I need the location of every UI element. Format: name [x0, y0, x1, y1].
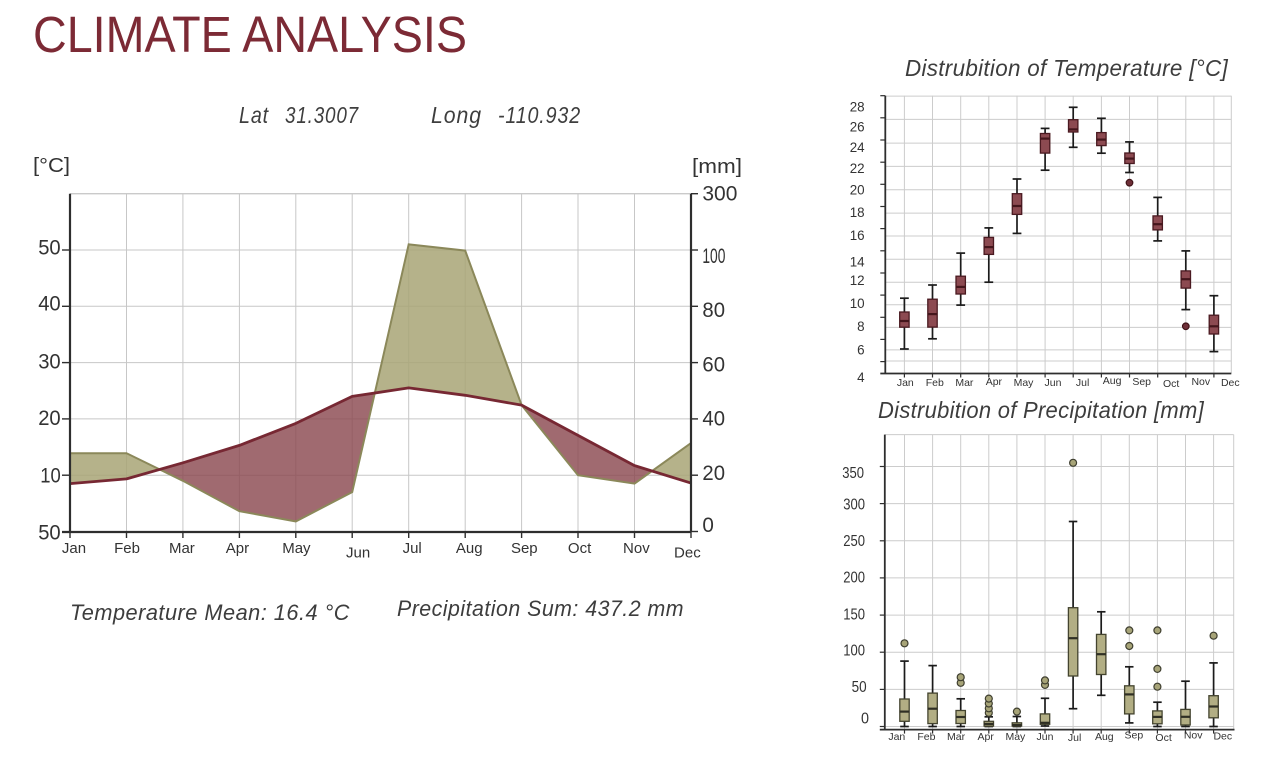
svg-text:Nov: Nov [623, 540, 650, 557]
svg-text:Dec: Dec [1213, 731, 1232, 743]
svg-text:Apr: Apr [978, 731, 995, 743]
svg-text:20: 20 [702, 462, 725, 485]
svg-text:60: 60 [702, 353, 725, 376]
svg-text:16: 16 [850, 228, 865, 243]
svg-text:Mar: Mar [955, 377, 974, 389]
svg-text:Apr: Apr [226, 540, 249, 557]
svg-text:14: 14 [850, 255, 865, 270]
svg-text:Precipitation Sum: 437.2 mm: Precipitation Sum: 437.2 mm [397, 596, 684, 621]
svg-text:18: 18 [850, 205, 865, 220]
svg-text:Jun: Jun [1045, 377, 1062, 389]
svg-text:150: 150 [843, 606, 865, 623]
svg-text:Jul: Jul [403, 540, 422, 557]
svg-text:Mar: Mar [169, 540, 195, 557]
svg-text:300: 300 [843, 496, 865, 513]
svg-text:Jan: Jan [62, 540, 86, 557]
svg-text:Jan: Jan [888, 731, 905, 743]
svg-text:40: 40 [38, 293, 61, 316]
svg-text:Jun: Jun [346, 545, 370, 562]
svg-text:Aug: Aug [456, 540, 483, 557]
svg-text:250: 250 [843, 533, 865, 550]
svg-text:80: 80 [702, 299, 725, 322]
svg-text:31.3007: 31.3007 [285, 102, 359, 128]
svg-text:Feb: Feb [926, 377, 944, 389]
svg-text:20: 20 [38, 407, 61, 430]
svg-text:May: May [282, 540, 311, 557]
svg-text:Jun: Jun [1037, 731, 1054, 743]
svg-text:50: 50 [852, 679, 867, 696]
svg-text:Sep: Sep [1125, 730, 1144, 742]
svg-text:20: 20 [850, 183, 865, 198]
svg-text:10: 10 [850, 296, 865, 311]
svg-text:Temperature Mean: 16.4 °C: Temperature Mean: 16.4 °C [70, 600, 350, 625]
svg-text:0: 0 [702, 514, 714, 537]
svg-text:Dec: Dec [1221, 377, 1240, 389]
svg-text:Oct: Oct [1163, 378, 1179, 390]
svg-text:-110.932: -110.932 [498, 102, 581, 128]
svg-text:0: 0 [861, 710, 869, 727]
svg-text:May: May [1014, 377, 1035, 389]
svg-text:8: 8 [857, 319, 864, 334]
svg-text:24: 24 [850, 140, 865, 155]
svg-text:Lat: Lat [239, 102, 270, 128]
svg-text:Dec: Dec [674, 545, 701, 562]
svg-text:Oct: Oct [568, 540, 592, 557]
svg-text:28: 28 [850, 99, 865, 114]
svg-text:30: 30 [38, 350, 61, 373]
svg-text:300: 300 [702, 183, 737, 206]
svg-text:Feb: Feb [114, 540, 140, 557]
svg-text:May: May [1005, 731, 1026, 743]
svg-text:200: 200 [843, 570, 865, 587]
svg-text:22: 22 [850, 161, 865, 176]
svg-text:100: 100 [843, 643, 865, 660]
svg-text:Aug: Aug [1095, 731, 1114, 743]
svg-text:10: 10 [40, 465, 61, 488]
svg-text:Aug: Aug [1103, 375, 1122, 387]
svg-text:100: 100 [702, 245, 725, 268]
svg-text:40: 40 [702, 407, 725, 430]
svg-text:Apr: Apr [986, 376, 1003, 388]
svg-text:Jul: Jul [1076, 377, 1089, 389]
svg-text:Sep: Sep [1132, 376, 1151, 388]
svg-text:Long: Long [431, 102, 482, 128]
svg-text:Nov: Nov [1191, 376, 1210, 388]
svg-text:Nov: Nov [1184, 730, 1203, 742]
svg-text:[mm]: [mm] [692, 156, 742, 178]
svg-text:6: 6 [857, 342, 864, 357]
svg-text:[°C]: [°C] [33, 155, 70, 177]
svg-text:12: 12 [850, 273, 865, 288]
svg-text:4: 4 [857, 370, 865, 385]
svg-text:Sep: Sep [511, 540, 538, 557]
svg-text:Feb: Feb [917, 731, 935, 743]
svg-text:Jan: Jan [897, 377, 914, 389]
svg-text:Mar: Mar [947, 731, 966, 743]
svg-text:Distrubition of Temperature [°: Distrubition of Temperature [°C] [905, 55, 1228, 81]
svg-text:26: 26 [850, 120, 865, 135]
svg-text:50: 50 [38, 236, 61, 259]
svg-text:Jul: Jul [1068, 732, 1081, 744]
svg-text:50: 50 [38, 522, 61, 545]
svg-text:350: 350 [842, 465, 864, 482]
svg-text:Distrubition of Precipitation: Distrubition of Precipitation [mm] [878, 397, 1204, 423]
svg-text:Oct: Oct [1155, 732, 1171, 744]
svg-text:CLIMATE ANALYSIS: CLIMATE ANALYSIS [33, 6, 467, 63]
